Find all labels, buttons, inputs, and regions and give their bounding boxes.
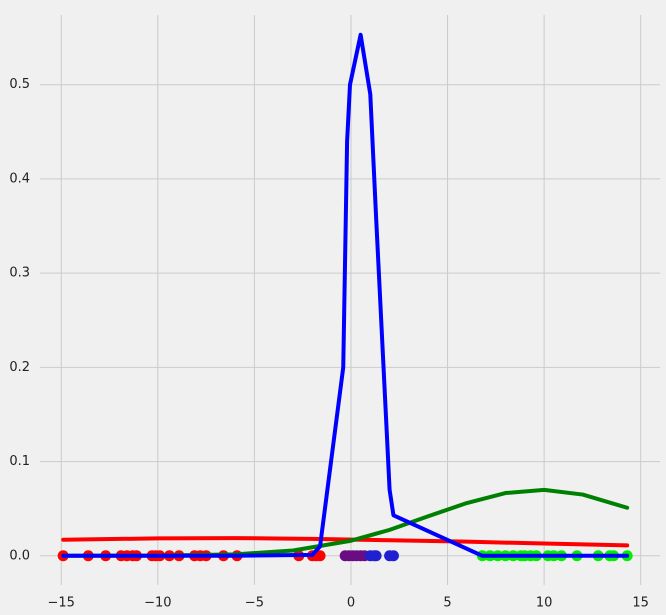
y-tick-label: 0.3 bbox=[9, 266, 30, 281]
y-tick-label: 0.2 bbox=[9, 360, 30, 375]
scatter-point bbox=[370, 550, 382, 562]
x-tick-label: −15 bbox=[48, 596, 75, 611]
x-tick-label: 15 bbox=[632, 596, 649, 611]
scatter-point bbox=[314, 550, 326, 562]
x-tick-label: 10 bbox=[536, 596, 553, 611]
x-tick-label: 0 bbox=[347, 596, 355, 611]
scatter-point bbox=[387, 550, 399, 562]
line bbox=[61, 32, 630, 558]
x-tick-label: 5 bbox=[443, 596, 451, 611]
y-tick-label: 0.1 bbox=[9, 454, 30, 469]
x-tick-label: −10 bbox=[144, 596, 171, 611]
x-tick-label: −5 bbox=[245, 596, 264, 611]
y-tick-label: 0.4 bbox=[9, 171, 30, 186]
y-tick-label: 0.5 bbox=[9, 77, 30, 92]
y-tick-label: 0.0 bbox=[9, 548, 30, 563]
